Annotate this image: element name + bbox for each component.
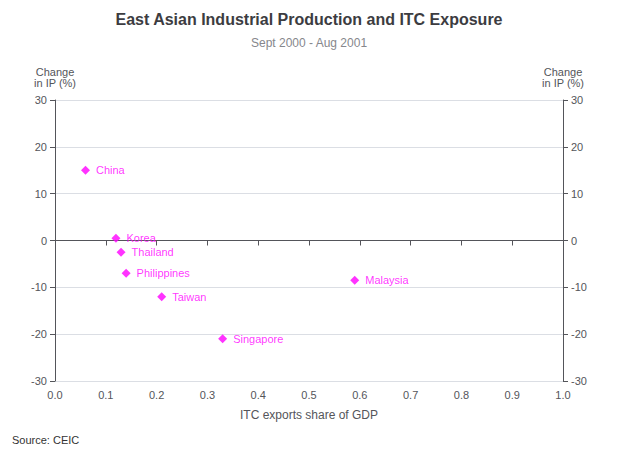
svg-text:-10: -10	[31, 281, 47, 293]
svg-text:0.6: 0.6	[352, 389, 367, 401]
svg-text:0.3: 0.3	[200, 389, 215, 401]
svg-text:Malaysia: Malaysia	[365, 274, 409, 286]
svg-text:Philippines: Philippines	[137, 267, 191, 279]
svg-text:-10: -10	[571, 281, 587, 293]
svg-text:0.8: 0.8	[454, 389, 469, 401]
svg-text:0.0: 0.0	[47, 389, 62, 401]
svg-text:in IP (%): in IP (%)	[542, 77, 584, 89]
svg-text:0.2: 0.2	[149, 389, 164, 401]
svg-text:-20: -20	[571, 328, 587, 340]
svg-text:-20: -20	[31, 328, 47, 340]
svg-text:-30: -30	[571, 375, 587, 387]
svg-text:1.0: 1.0	[555, 389, 570, 401]
svg-text:30: 30	[35, 94, 47, 106]
svg-text:20: 20	[35, 141, 47, 153]
svg-text:10: 10	[35, 188, 47, 200]
svg-text:Thailand: Thailand	[132, 246, 174, 258]
svg-text:Singapore: Singapore	[233, 333, 283, 345]
svg-text:Change: Change	[35, 65, 75, 78]
svg-text:Korea: Korea	[126, 232, 156, 244]
svg-text:East Asian Industrial Producti: East Asian Industrial Production and ITC…	[115, 11, 502, 28]
svg-text:10: 10	[571, 188, 583, 200]
svg-text:-30: -30	[31, 375, 47, 387]
svg-text:0.1: 0.1	[98, 389, 113, 401]
svg-text:China: China	[96, 164, 126, 176]
svg-text:in IP (%): in IP (%)	[34, 77, 76, 89]
svg-text:0.7: 0.7	[403, 389, 418, 401]
svg-text:Sept 2000 - Aug 2001: Sept 2000 - Aug 2001	[251, 36, 367, 50]
svg-text:Change: Change	[543, 65, 583, 78]
svg-text:Source: CEIC: Source: CEIC	[12, 434, 79, 446]
svg-text:0.5: 0.5	[301, 389, 316, 401]
svg-text:ITC exports share of GDP: ITC exports share of GDP	[240, 408, 378, 422]
svg-text:0.9: 0.9	[505, 389, 520, 401]
svg-text:0.4: 0.4	[251, 389, 266, 401]
svg-text:Taiwan: Taiwan	[172, 291, 206, 303]
svg-text:30: 30	[571, 94, 583, 106]
svg-text:20: 20	[571, 141, 583, 153]
svg-text:0: 0	[571, 235, 577, 247]
svg-text:0: 0	[41, 235, 47, 247]
